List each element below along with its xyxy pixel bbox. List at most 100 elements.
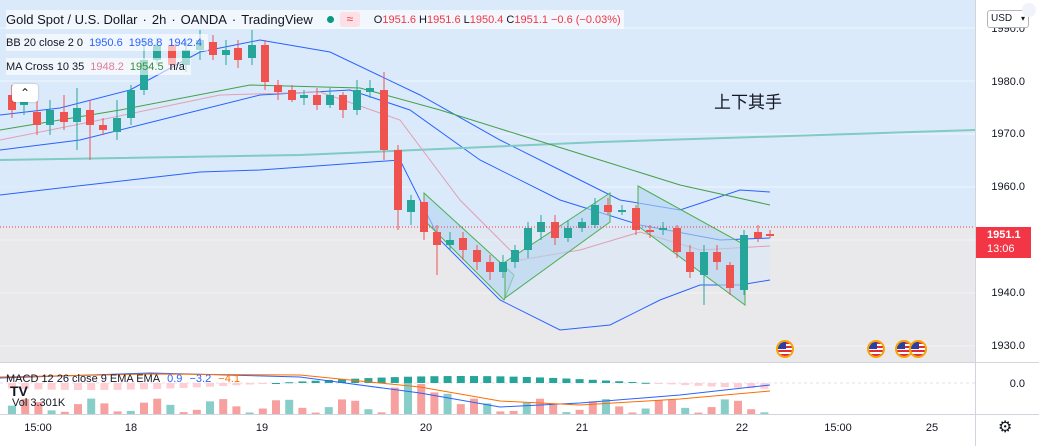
bar-countdown: 13:06 [987, 243, 1015, 255]
candle [473, 250, 481, 262]
macd-histogram-bar [8, 383, 16, 389]
volume-bar [720, 399, 729, 414]
bb-legend[interactable]: BB 20 close 2 0 1950.6 1958.8 1942.4 [6, 34, 209, 51]
volume-bar [34, 401, 43, 414]
last-price-value: 1951.1 [987, 229, 1021, 241]
candle [127, 90, 135, 118]
volume-bar [245, 412, 254, 414]
volume-bar [562, 412, 571, 414]
us-flag-event-icon[interactable] [909, 340, 927, 358]
macd-histogram-bar [536, 377, 544, 383]
macd-histogram-bar [47, 383, 56, 390]
macd-legend[interactable]: MACD 12 26 close 9 EMA EMA 0.9 −3.2 −4.1 [6, 373, 244, 385]
time-tick: 21 [575, 422, 589, 434]
volume-bar [707, 407, 716, 414]
candle [433, 232, 441, 245]
price-tick: 1980.0 [991, 76, 1025, 88]
candle [73, 108, 81, 122]
ohlc-low: 1950.4 [469, 13, 504, 26]
vol-legend[interactable]: Vol 3.301K [12, 397, 65, 409]
macd-histogram-bar [404, 376, 412, 383]
candle [591, 205, 599, 225]
ohlc-open-label: O [373, 13, 383, 26]
candle [407, 200, 415, 212]
symbol-legend[interactable]: Gold Spot / U.S. Dollar · 2h · OANDA · T… [6, 10, 624, 29]
time-tick: 25 [925, 422, 939, 434]
volume-bar [192, 409, 201, 414]
chart-annotation[interactable]: 上下其手 [714, 93, 782, 113]
macd-pane[interactable] [0, 363, 975, 414]
us-flag-event-icon[interactable] [867, 340, 885, 358]
us-flag-event-icon[interactable] [776, 340, 794, 358]
macd-histogram-bar [681, 383, 690, 386]
macd-histogram-bar [166, 383, 175, 389]
macd-histogram-bar [707, 383, 716, 387]
ma-cross-value: n/a [169, 60, 185, 73]
macd-histogram-bar [390, 377, 399, 383]
time-tick: 22 [735, 422, 749, 434]
interval-label[interactable]: 2h [151, 12, 167, 27]
symbol-name[interactable]: Gold Spot / U.S. Dollar [6, 12, 138, 27]
ma-fast-value: 1948.2 [90, 60, 124, 73]
volume-bar [232, 406, 241, 414]
scroll-button[interactable] [1022, 3, 1036, 17]
macd-histogram-bar [549, 377, 558, 383]
candle [754, 232, 762, 238]
macd-histogram-bar [668, 383, 676, 385]
macd-histogram-bar [258, 383, 267, 384]
chevron-up-icon[interactable]: ⌃ [12, 84, 38, 102]
pane-divider[interactable] [0, 362, 1039, 363]
time-tick: 19 [255, 422, 269, 434]
macd-histogram-bar [34, 383, 43, 390]
macd-histogram-bar [364, 378, 373, 383]
volume-bar [694, 412, 703, 414]
currency-selector[interactable]: USD ▾ [987, 10, 1029, 28]
tradingview-logo-icon[interactable]: TV [10, 383, 28, 399]
axis-corner: ⚙ [975, 414, 1039, 446]
price-pane[interactable] [0, 0, 975, 362]
ma-cross-label[interactable]: MA Cross 10 35 [6, 60, 85, 73]
macd-chart-svg[interactable] [0, 363, 975, 414]
macd-label[interactable]: MACD 12 26 close 9 EMA EMA [6, 373, 161, 385]
price-chart-svg[interactable] [0, 0, 975, 362]
macd-histogram-bar [87, 383, 96, 390]
volume-bar [8, 405, 16, 414]
price-scale[interactable]: 1990.0 1980.0 1970.0 1960.0 1940.0 1930.… [975, 0, 1039, 362]
time-axis[interactable]: 15:00 18 19 20 21 22 15:00 25 [0, 414, 975, 446]
volume-bar [166, 404, 175, 414]
bb-label[interactable]: BB 20 close 2 0 [6, 36, 84, 49]
market-status-icon[interactable] [326, 16, 334, 23]
live-data-icon[interactable]: ≈ [339, 12, 360, 27]
volume-bar [522, 402, 531, 414]
ma-cross-legend[interactable]: MA Cross 10 35 1948.2 1954.5 n/a [6, 58, 191, 75]
macd-scale[interactable]: 0.0 [975, 363, 1039, 414]
volume-bar [430, 392, 439, 414]
candle [659, 228, 667, 230]
candle [300, 95, 308, 98]
volume-bar [641, 408, 650, 414]
candle [537, 222, 545, 232]
legend-separator: · [171, 12, 176, 27]
candle [686, 252, 694, 272]
volume-bar [311, 412, 320, 414]
macd-histogram-bar [113, 383, 122, 390]
candle [288, 90, 296, 100]
volume-bar [377, 412, 386, 414]
macd-signal-line [0, 373, 771, 406]
macd-histogram-bar [311, 380, 320, 383]
macd-signal-value: −4.1 [218, 373, 240, 385]
macd-histogram-bar [153, 383, 162, 389]
gear-icon[interactable]: ⚙ [998, 419, 1013, 436]
vol-label[interactable]: Vol [12, 397, 28, 409]
volume-bar [628, 412, 637, 414]
candle [524, 228, 532, 250]
us-flag-event-icon[interactable] [895, 340, 913, 358]
volume-bar [536, 398, 544, 414]
exchange-label[interactable]: OANDA [180, 12, 227, 27]
time-tick: 20 [419, 422, 433, 434]
candle [511, 250, 519, 262]
volume-bar [298, 407, 307, 414]
volume-bar [668, 399, 676, 414]
volume-bar [483, 403, 492, 414]
